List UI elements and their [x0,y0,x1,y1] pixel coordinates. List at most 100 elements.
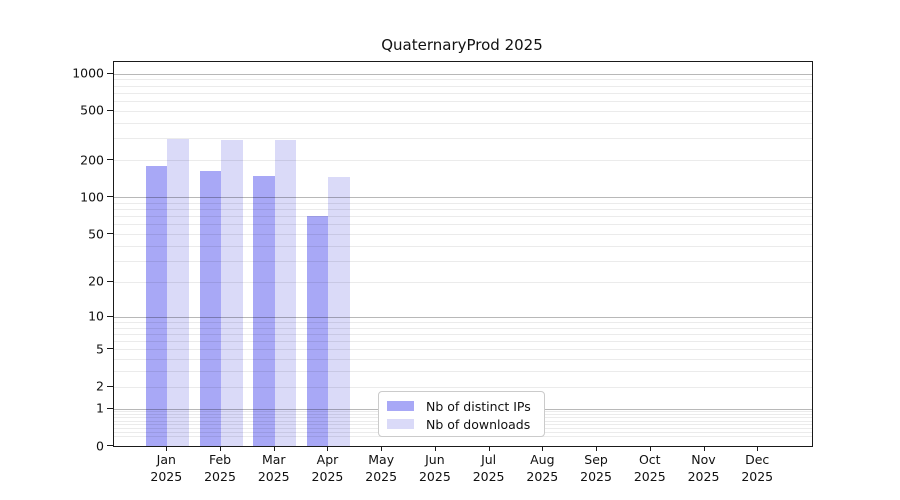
x-tick-month: Apr [316,452,339,467]
y-tick-label-100: 100 [80,189,104,205]
x-tick-label-apr: Apr 2025 [295,452,359,485]
legend-item-distinct-ips: Nb of distinct IPs [387,397,544,415]
x-tick-year: 2025 [150,468,183,484]
gridline-minor [114,160,812,162]
gridline-minor [114,327,812,329]
gridline-minor [114,138,812,140]
x-tick [542,446,544,451]
x-tick-month: Oct [638,452,661,467]
x-tick-year: 2025 [311,468,344,484]
x-tick-year: 2025 [526,468,559,484]
y-tick [107,72,113,74]
x-tick-month: Jun [425,452,445,467]
gridline-minor [114,122,812,124]
x-tick-month: Feb [208,452,232,467]
y-tick-label-200: 200 [80,152,104,168]
gridline-minor [114,79,812,81]
x-tick-month: Dec [745,452,770,467]
gridline-minor [114,110,812,112]
y-tick [107,385,113,387]
x-tick-label-oct: Oct 2025 [618,452,682,485]
gridline-minor [114,224,812,226]
plot-area [113,61,813,447]
y-tick [107,109,113,111]
gridline-minor [114,209,812,211]
y-tick-label-10: 10 [88,308,104,324]
x-tick-year: 2025 [633,468,666,484]
gridline-minor [114,245,812,247]
x-tick-year: 2025 [204,468,236,484]
x-tick-label-nov: Nov 2025 [672,452,736,485]
x-tick-label-may: May 2025 [349,452,413,485]
legend-swatch-downloads [387,419,414,429]
gridline-minor [114,202,812,204]
x-tick [757,446,759,451]
x-tick [220,446,222,451]
x-tick-year: 2025 [257,468,290,484]
bars-layer [114,62,812,446]
gridline-minor [114,234,812,236]
bar-downloads-apr [328,177,350,446]
legend-label-downloads: Nb of downloads [426,416,531,432]
x-tick [596,446,598,451]
y-tick-label-50: 50 [88,226,104,242]
x-tick [381,446,383,451]
gridline-major [114,197,812,199]
x-tick-year: 2025 [472,468,505,484]
x-tick-label-aug: Aug 2025 [510,452,574,485]
x-tick-year: 2025 [580,468,612,484]
legend-item-downloads: Nb of downloads [387,415,544,433]
bar-distinct-ips-apr [306,216,329,446]
x-tick-month: Jul [481,452,497,467]
gridline-minor [114,321,812,323]
bar-distinct-ips-mar [253,175,275,446]
y-tick-label-0: 0 [96,438,104,453]
x-tick-label-mar: Mar 2025 [242,452,306,485]
bar-downloads-feb [221,140,243,446]
x-tick [488,446,490,451]
x-tick-label-jul: Jul 2025 [457,452,521,485]
y-tick-label-1000: 1000 [72,65,104,81]
gridline-minor [114,260,812,262]
y-tick-label-5: 5 [96,341,104,357]
x-tick-label-feb: Feb 2025 [188,452,252,485]
x-tick-label-jun: Jun 2025 [403,452,467,485]
y-tick [107,233,113,235]
gridline-minor [114,85,812,87]
gridline-major [114,316,812,318]
bar-downloads-jan [167,139,189,446]
y-tick [107,280,113,282]
x-tick-label-dec: Dec 2025 [725,452,789,485]
y-tick-label-20: 20 [88,273,104,289]
gridline-major [114,73,812,75]
y-tick [107,159,113,161]
x-tick-month: Aug [530,452,555,467]
y-tick [107,445,113,446]
x-tick [166,446,168,451]
x-tick [327,446,329,451]
y-tick-label-1: 1 [96,400,104,416]
x-tick-label-sep: Sep 2025 [564,452,628,485]
gridline-minor [114,371,812,373]
x-tick-year: 2025 [365,468,398,484]
y-tick [107,348,113,350]
gridline-minor [114,101,812,103]
x-tick-year: 2025 [741,468,774,484]
bar-distinct-ips-jan [145,165,168,446]
bar-distinct-ips-feb [199,170,222,446]
x-tick-label-jan: Jan 2025 [134,452,198,485]
gridline-minor [114,349,812,351]
x-tick [273,446,275,451]
legend-swatch-distinct-ips [387,401,414,411]
gridline-minor [114,359,812,361]
legend: Nb of distinct IPs Nb of downloads [378,391,545,437]
x-tick-year: 2025 [418,468,451,484]
gridline-minor [114,386,812,388]
gridline-minor [114,341,812,343]
gridline-minor [114,92,812,94]
x-tick-month: Nov [691,452,716,467]
chart-title: QuaternaryProd 2025 [381,36,543,54]
y-tick [107,315,113,317]
y-tick-label-2: 2 [96,378,104,394]
